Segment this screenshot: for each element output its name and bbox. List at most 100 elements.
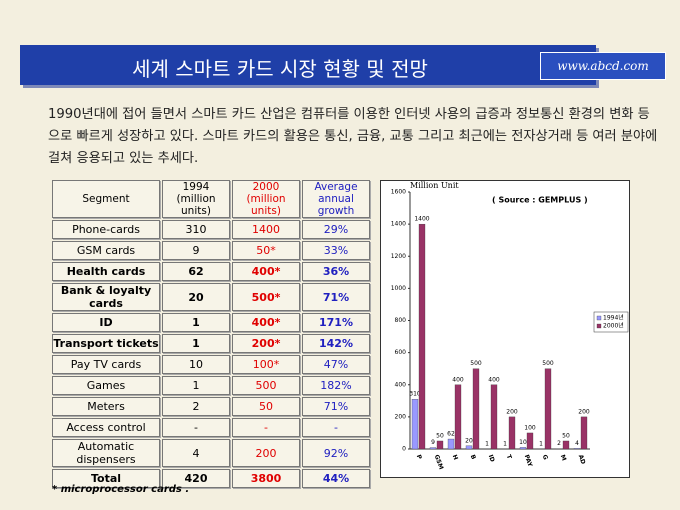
table-row: Games 1 500 182%	[52, 376, 370, 395]
url-badge: www.abcd.com	[540, 52, 666, 80]
table-cell: Automatic dispensers	[52, 439, 160, 467]
table-row: Pay TV cards 10 100* 47%	[52, 355, 370, 374]
header-text: Average	[314, 181, 358, 193]
header-text: (million units)	[246, 193, 286, 217]
y-tick-label: 200	[395, 413, 407, 420]
table-cell: 400*	[232, 262, 300, 281]
source-label: ( Source : GEMPLUS )	[492, 196, 588, 205]
table-cell: 1	[162, 313, 230, 332]
value-label: 400	[488, 376, 500, 383]
legend-label: 1994년	[603, 314, 624, 322]
value-label: 10	[519, 439, 527, 446]
header-cell: Segment	[52, 180, 160, 218]
bar	[508, 416, 516, 450]
y-tick-label: 0	[402, 446, 406, 453]
x-tick-label: ID	[487, 454, 496, 463]
bar	[436, 440, 444, 450]
value-label: 20	[465, 437, 473, 444]
unit-label: Million Unit	[410, 181, 459, 190]
table-cell: -	[162, 418, 230, 437]
legend-box	[593, 311, 629, 333]
bar	[544, 368, 552, 450]
header-cell: Average annual growth	[302, 180, 370, 218]
table-cell: 500*	[232, 283, 300, 311]
table-cell: 33%	[302, 241, 370, 260]
header-text: annual growth	[317, 193, 355, 217]
title-bar: 세계 스마트 카드 시장 현황 및 전망	[20, 45, 596, 85]
value-label: 1	[503, 440, 507, 447]
value-label: 400	[452, 376, 464, 383]
value-label: 62	[447, 431, 455, 438]
bar	[490, 384, 498, 450]
title: 세계 스마트 카드 시장 현황 및 전망	[132, 57, 428, 81]
header-text: 1994	[182, 181, 210, 193]
table-cell: 171%	[302, 313, 370, 332]
bar	[580, 416, 588, 450]
x-tick-label: H	[451, 454, 459, 461]
legend-swatch	[596, 315, 602, 321]
table-row: ID 1 400* 171%	[52, 313, 370, 332]
market-table: Segment 1994 (million units) 2000 (million u…	[50, 178, 372, 490]
table-cell: ID	[52, 313, 160, 332]
y-tick-label: 1400	[391, 221, 406, 228]
value-label: 1	[485, 440, 489, 447]
table-cell: 9	[162, 241, 230, 260]
table-cell: Total	[52, 469, 160, 488]
table-row: Transport tickets 1 200* 142%	[52, 334, 370, 353]
header-cell: 1994 (million units)	[162, 180, 230, 218]
table-row: Total 420 3800 44%	[52, 469, 370, 488]
intro-text: 1990년대에 접어 들면서 스마트 카드 산업은 컴퓨터를 이용한 인터넷 사…	[48, 107, 658, 166]
table-cell: 36%	[302, 262, 370, 281]
table-cell: GSM cards	[52, 241, 160, 260]
table-cell: Bank & loyalty cards	[52, 283, 160, 311]
table-cell: Pay TV cards	[52, 355, 160, 374]
y-tick-label: 600	[395, 349, 407, 356]
table-cell: 420	[162, 469, 230, 488]
bar	[573, 448, 581, 450]
table-row: Health cards 62 400* 36%	[52, 262, 370, 281]
table-cell: 47%	[302, 355, 370, 374]
x-tick-label: G	[541, 454, 549, 461]
table-cell: 500	[232, 376, 300, 395]
table-cell: 50	[232, 397, 300, 416]
y-tick-label: 1600	[391, 189, 406, 196]
value-label: 9	[431, 439, 435, 446]
table-cell: 50*	[232, 241, 300, 260]
table-cell: 29%	[302, 220, 370, 239]
table-cell: Meters	[52, 397, 160, 416]
table-cell: 182%	[302, 376, 370, 395]
table-row: Phone-cards 310 1400 29%	[52, 220, 370, 239]
value-label: 200	[506, 408, 518, 415]
bar	[562, 440, 570, 450]
table-cell: 1	[162, 334, 230, 353]
table-cell: 200	[232, 439, 300, 467]
legend-swatch	[596, 323, 602, 329]
table-cell: 2	[162, 397, 230, 416]
footnote: * microprocessor cards .	[52, 484, 190, 495]
bar	[411, 399, 419, 450]
bar	[465, 445, 473, 450]
table-cell: Games	[52, 376, 160, 395]
table-cell: 71%	[302, 283, 370, 311]
bar	[429, 447, 437, 450]
x-tick-label: M	[559, 454, 568, 462]
header-row: Segment 1994 (million units) 2000 (million u…	[52, 180, 370, 218]
table-cell: 100*	[232, 355, 300, 374]
value-label: 100	[524, 424, 536, 431]
y-tick-label: 1200	[391, 253, 406, 260]
y-tick-label: 1000	[391, 285, 406, 292]
table-cell: Health cards	[52, 262, 160, 281]
table-cell: 71%	[302, 397, 370, 416]
table-cell: 310	[162, 220, 230, 239]
table-cell: 400*	[232, 313, 300, 332]
header-cell: 2000 (million units)	[232, 180, 300, 218]
x-tick-label: PAY	[523, 454, 534, 469]
table-cell: 3800	[232, 469, 300, 488]
table-cell: -	[302, 418, 370, 437]
chart: Million Unit ( Source : GEMPLUS ) 0 200 40…	[380, 180, 630, 478]
table-cell: -	[232, 418, 300, 437]
table-cell: 62	[162, 262, 230, 281]
x-tick-label: AD	[577, 454, 587, 465]
table-cell: 10	[162, 355, 230, 374]
